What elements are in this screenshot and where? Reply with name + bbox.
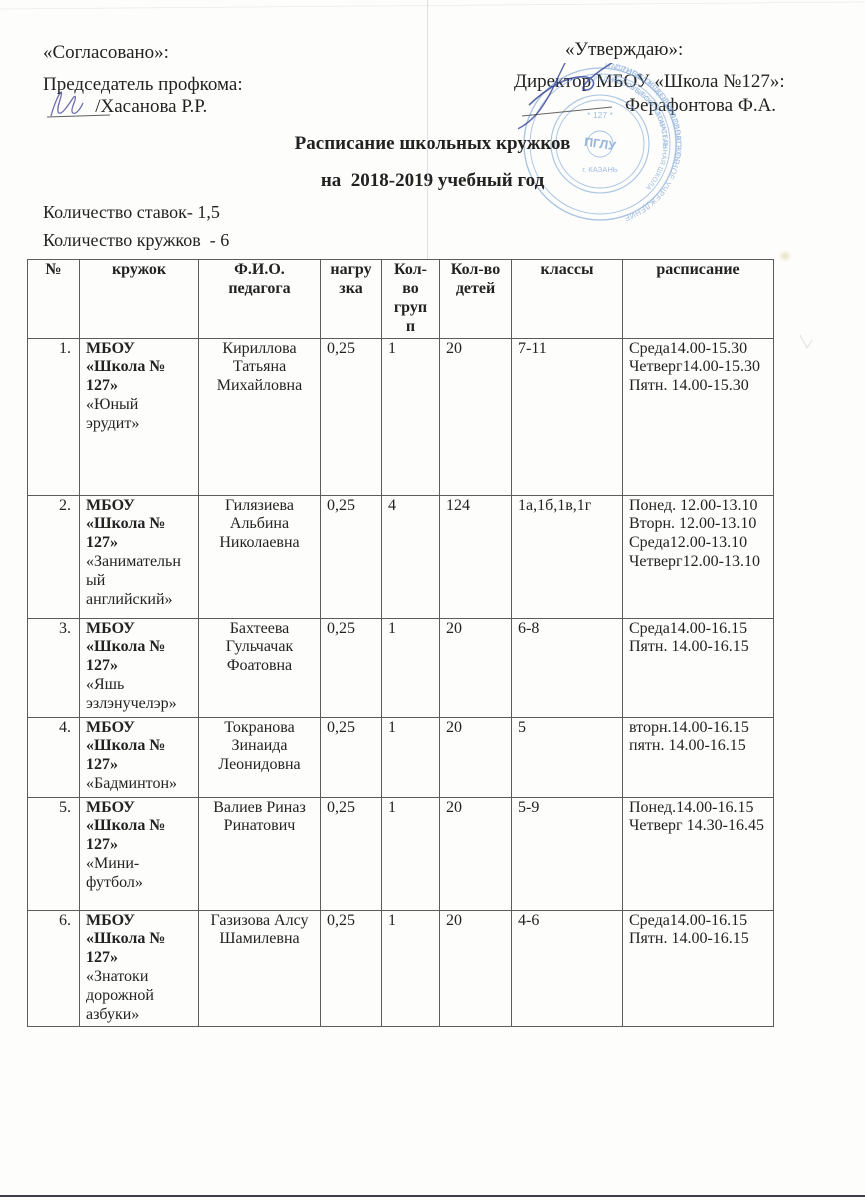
svg-text:* 127 *: * 127 * — [587, 110, 613, 120]
